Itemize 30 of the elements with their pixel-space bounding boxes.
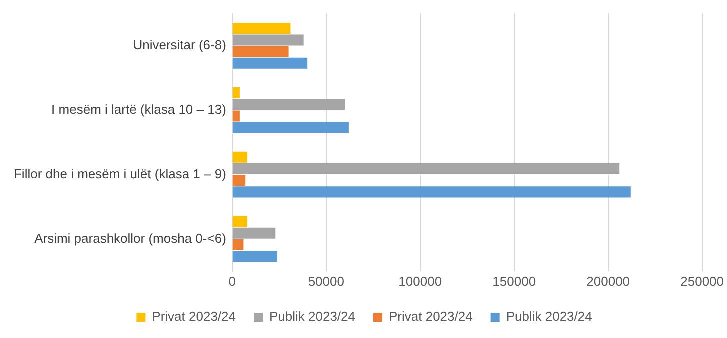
y-tick-label: I mesëm i lartë (klasa 10 – 13) [52, 102, 226, 117]
bar [232, 152, 248, 163]
bar [232, 164, 620, 175]
y-tick-label: Universitar (6-8) [133, 38, 226, 53]
legend-label: Publik 2023/24 [269, 309, 356, 324]
bar [232, 23, 291, 34]
x-tick-label: 100000 [398, 274, 442, 289]
legend-label: Privat 2023/24 [389, 309, 473, 324]
y-tick-label: Arsimi parashkollor (mosha 0-<6) [34, 230, 226, 246]
bar [232, 99, 346, 110]
bar [232, 58, 308, 69]
bar [232, 186, 631, 198]
x-tick-label: 50000 [308, 274, 344, 289]
legend-label: Privat 2023/24 [152, 309, 236, 324]
bar [232, 251, 278, 262]
bar [232, 216, 248, 228]
y-tick-label: Fillor dhe i mesëm i ulët (klasa 1 – 9) [14, 166, 226, 182]
bar [232, 46, 289, 58]
bar [232, 175, 246, 186]
legend-label: Publik 2023/24 [506, 309, 592, 324]
bar [232, 34, 304, 46]
bar [232, 110, 240, 122]
bar [232, 228, 276, 239]
bar [232, 239, 244, 250]
x-tick-label: 0 [228, 274, 236, 289]
x-tick-label: 250000 [680, 274, 724, 289]
x-tick-label: 200000 [586, 274, 630, 289]
bar [232, 122, 349, 134]
x-tick-label: 150000 [492, 274, 536, 289]
bar [232, 88, 240, 99]
